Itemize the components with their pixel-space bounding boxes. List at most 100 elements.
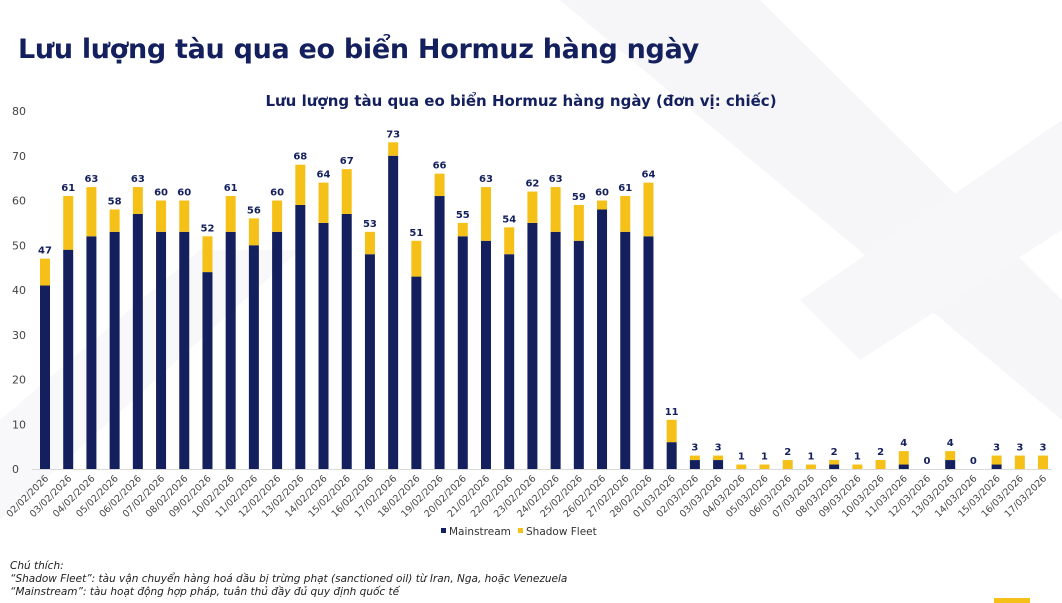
bar-mainstream	[156, 231, 167, 469]
bar-shadow-fleet	[991, 455, 1002, 465]
data-label-total: 54	[502, 214, 516, 225]
bar-mainstream	[295, 204, 306, 469]
stacked-bar-chart: Lưu lượng tàu qua eo biển Hormuz hàng ng…	[5, 91, 1052, 538]
bar-shadow-fleet	[759, 464, 770, 469]
bar-mainstream	[40, 285, 50, 469]
bar-mainstream	[689, 460, 700, 469]
legend-label: Shadow Fleet	[526, 526, 597, 538]
bar-mainstream	[527, 222, 538, 469]
bar-shadow-fleet	[40, 258, 50, 286]
note-mainstream: “Mainstream”: tàu hoạt động hợp pháp, tu…	[10, 586, 400, 598]
y-tick-label: 30	[12, 329, 26, 342]
bar-mainstream	[109, 231, 120, 469]
bar-shadow-fleet	[666, 419, 677, 443]
bar-shadow-fleet	[364, 231, 375, 255]
bar-shadow-fleet	[318, 182, 329, 223]
bar-mainstream	[666, 442, 677, 469]
bar-mainstream	[550, 231, 561, 469]
bar-mainstream	[620, 231, 631, 469]
data-label-total: 0	[923, 456, 930, 467]
bar-shadow-fleet	[272, 200, 283, 232]
data-label-total: 1	[854, 452, 861, 463]
data-label-total: 0	[970, 456, 977, 467]
bar-mainstream	[318, 222, 329, 469]
data-label-total: 64	[317, 170, 331, 181]
bar-mainstream	[225, 231, 236, 469]
bar-shadow-fleet	[225, 196, 236, 232]
bar-shadow-fleet	[411, 240, 422, 277]
data-label-total: 59	[572, 192, 586, 203]
bar-shadow-fleet	[597, 200, 608, 210]
bar-mainstream	[364, 254, 375, 469]
chart-title: Lưu lượng tàu qua eo biển Hormuz hàng ng…	[265, 91, 776, 110]
bar-shadow-fleet	[63, 196, 74, 250]
data-label-total: 2	[831, 447, 838, 458]
data-label-total: 3	[1016, 443, 1023, 454]
bar-shadow-fleet	[689, 455, 700, 461]
data-label-total: 3	[1040, 443, 1047, 454]
y-tick-label: 60	[12, 195, 26, 208]
bar-mainstream	[434, 196, 445, 469]
bar-shadow-fleet	[736, 464, 747, 469]
data-label-total: 73	[386, 129, 400, 140]
data-label-total: 64	[641, 170, 655, 181]
data-label-total: 1	[738, 452, 745, 463]
bar-shadow-fleet	[504, 227, 515, 255]
data-label-total: 51	[409, 228, 423, 239]
data-label-total: 52	[201, 223, 215, 234]
data-label-total: 63	[131, 174, 145, 185]
data-label-total: 60	[595, 188, 609, 199]
legend-label: Mainstream	[449, 526, 511, 538]
bar-mainstream	[63, 249, 74, 469]
bar-mainstream	[829, 464, 840, 469]
data-label-total: 53	[363, 219, 377, 230]
bar-mainstream	[388, 155, 399, 469]
data-label-total: 60	[154, 188, 168, 199]
bar-shadow-fleet	[341, 169, 352, 214]
data-label-total: 60	[177, 188, 191, 199]
bar-shadow-fleet	[388, 142, 399, 156]
bar-shadow-fleet	[1038, 455, 1049, 469]
bar-shadow-fleet	[805, 464, 816, 469]
data-label-total: 63	[84, 174, 98, 185]
data-label-total: 63	[479, 174, 493, 185]
bar-shadow-fleet	[713, 455, 724, 461]
legend-swatch	[518, 528, 523, 533]
bar-shadow-fleet	[550, 187, 561, 232]
bar-shadow-fleet	[829, 460, 840, 465]
data-label-total: 3	[715, 443, 722, 454]
data-label-total: 58	[108, 196, 122, 207]
bar-shadow-fleet	[620, 196, 631, 232]
corner-accent	[994, 598, 1030, 603]
note-shadow-fleet: “Shadow Fleet”: tàu vận chuyển hàng hoá …	[10, 573, 568, 585]
bar-mainstream	[411, 276, 422, 469]
y-tick-label: 20	[12, 374, 26, 387]
bar-mainstream	[597, 209, 608, 469]
data-label-total: 1	[761, 452, 768, 463]
bar-shadow-fleet	[295, 164, 306, 205]
bar-shadow-fleet	[945, 451, 956, 461]
data-label-total: 2	[877, 447, 884, 458]
bar-mainstream	[179, 231, 190, 469]
bar-shadow-fleet	[782, 460, 793, 469]
y-tick-label: 50	[12, 239, 26, 252]
bar-mainstream	[480, 240, 491, 469]
data-label-total: 61	[224, 183, 238, 194]
chart-notes: Chú thích: “Shadow Fleet”: tàu vận chuyể…	[10, 560, 567, 599]
bar-shadow-fleet	[179, 200, 190, 232]
data-label-total: 61	[618, 183, 632, 194]
data-label-total: 2	[784, 447, 791, 458]
data-label-total: 61	[61, 183, 75, 194]
bar-shadow-fleet	[875, 460, 886, 469]
bar-shadow-fleet	[202, 236, 213, 273]
bar-shadow-fleet	[898, 451, 909, 465]
bar-shadow-fleet	[132, 187, 143, 214]
bar-mainstream	[573, 240, 584, 469]
data-label-total: 4	[947, 438, 954, 449]
bar-mainstream	[132, 213, 143, 469]
data-label-total: 4	[900, 438, 907, 449]
bar-shadow-fleet	[480, 187, 491, 241]
bar-mainstream	[945, 460, 956, 469]
bar-shadow-fleet	[527, 191, 538, 223]
y-tick-label: 40	[12, 284, 26, 297]
